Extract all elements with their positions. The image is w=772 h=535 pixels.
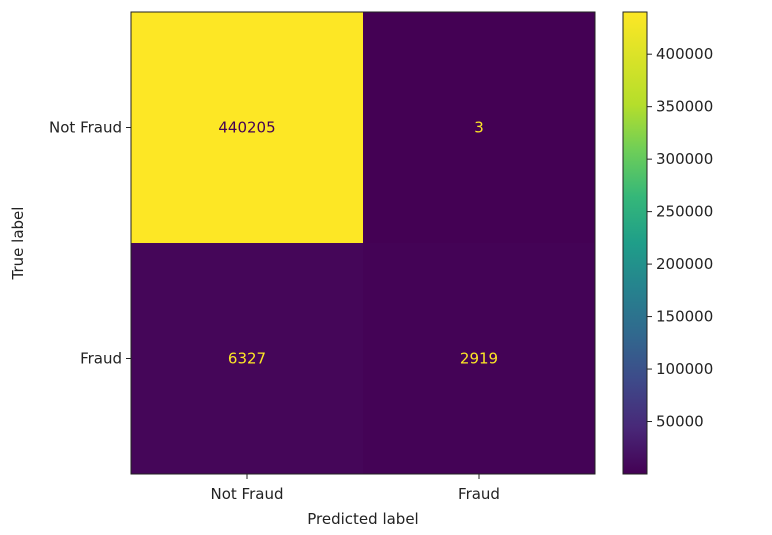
heatmap-cell (363, 12, 595, 243)
cell-value-label: 3 (474, 119, 484, 137)
colorbar-tick-label: 100000 (656, 360, 713, 378)
colorbar-tick-label: 150000 (656, 308, 713, 326)
y-tick-label: Fraud (80, 350, 122, 368)
heatmap-cells: 440205 3 6327 2919 (131, 12, 595, 474)
colorbar-tick-label: 400000 (656, 45, 713, 63)
colorbar-tick-label: 200000 (656, 255, 713, 273)
colorbar-tick-label: 50000 (656, 413, 704, 431)
heatmap-cell (131, 12, 363, 243)
y-axis-ticks: Not Fraud Fraud (49, 119, 131, 368)
plot-frame (130, 11, 596, 475)
y-tick-label: Not Fraud (49, 119, 122, 137)
y-axis-label: True label (9, 207, 27, 281)
cell-value-label: 2919 (460, 350, 498, 368)
x-axis-label: Predicted label (307, 510, 418, 528)
colorbar-tick-label: 300000 (656, 150, 713, 168)
colorbar-ticks: 50000 100000 150000 200000 250000 300000 35000… (647, 45, 713, 431)
heatmap-cell (131, 243, 363, 474)
cell-value-label: 6327 (228, 350, 266, 368)
cell-value-label: 440205 (218, 119, 275, 137)
x-axis-ticks: Not Fraud Fraud (211, 474, 500, 503)
x-tick-label: Fraud (458, 485, 500, 503)
colorbar-tick-label: 350000 (656, 98, 713, 116)
colorbar (622, 11, 648, 475)
heatmap-cell (363, 243, 595, 474)
x-tick-label: Not Fraud (211, 485, 284, 503)
colorbar-tick-label: 250000 (656, 203, 713, 221)
